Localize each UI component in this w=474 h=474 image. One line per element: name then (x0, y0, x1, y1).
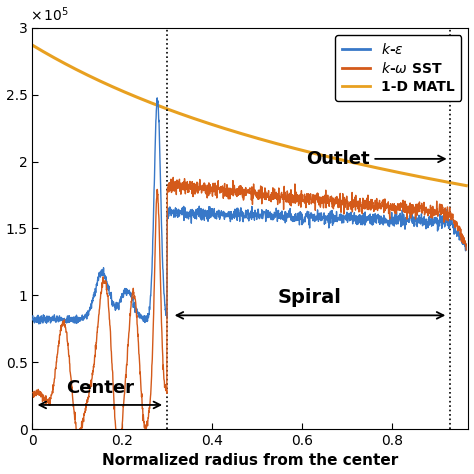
Text: Outlet: Outlet (306, 150, 445, 168)
Legend: $k$-$\epsilon$, $k$-$\omega$ SST, 1-D MATL: $k$-$\epsilon$, $k$-$\omega$ SST, 1-D MA… (335, 35, 462, 101)
X-axis label: Normalized radius from the center: Normalized radius from the center (102, 454, 399, 468)
Text: $\times\,10^5$: $\times\,10^5$ (30, 5, 69, 24)
Text: Center: Center (66, 379, 134, 397)
Text: Spiral: Spiral (278, 288, 342, 307)
